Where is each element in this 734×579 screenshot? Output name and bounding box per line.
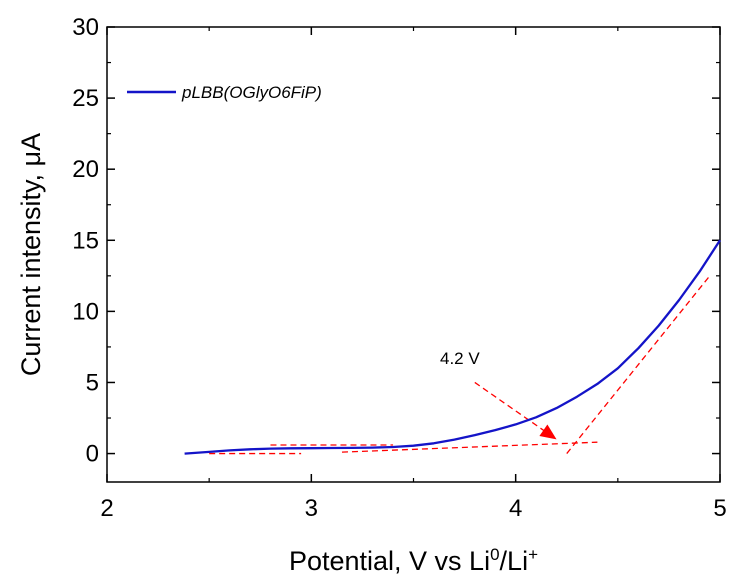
legend: pLBB(OGlyO6FiP) (127, 83, 322, 102)
construction-line (566, 275, 711, 454)
x-tick-label: 4 (509, 495, 522, 522)
x-axis-title: Potential, V vs Li0/Li+ (289, 545, 538, 576)
series-line (184, 239, 721, 455)
annotation-label: 4.2 V (440, 349, 480, 368)
tick-labels: 2 3 4 5 0 5 10 15 20 25 30 (72, 14, 726, 522)
construction-lines (209, 275, 711, 455)
x-tick-label: 2 (100, 495, 113, 522)
x-tick-label: 5 (713, 495, 726, 522)
y-tick-label: 10 (72, 298, 99, 325)
construction-line (341, 441, 598, 453)
y-tick-label: 20 (72, 156, 99, 183)
series-lines (184, 239, 721, 455)
construction-line (474, 381, 557, 440)
x-tick-label: 3 (305, 495, 318, 522)
y-tick-label: 0 (86, 441, 99, 468)
y-axis-title: Current intensity, μA (16, 133, 46, 376)
annotation: 4.2 V (440, 349, 480, 368)
y-tick-label: 15 (72, 227, 99, 254)
y-tick-label: 25 (72, 85, 99, 112)
axis-ticks (106, 26, 721, 482)
y-tick-label: 30 (72, 14, 99, 41)
annotation-arrowhead (539, 424, 557, 440)
legend-label: pLBB(OGlyO6FiP) (181, 83, 322, 102)
y-tick-label: 5 (86, 369, 99, 396)
